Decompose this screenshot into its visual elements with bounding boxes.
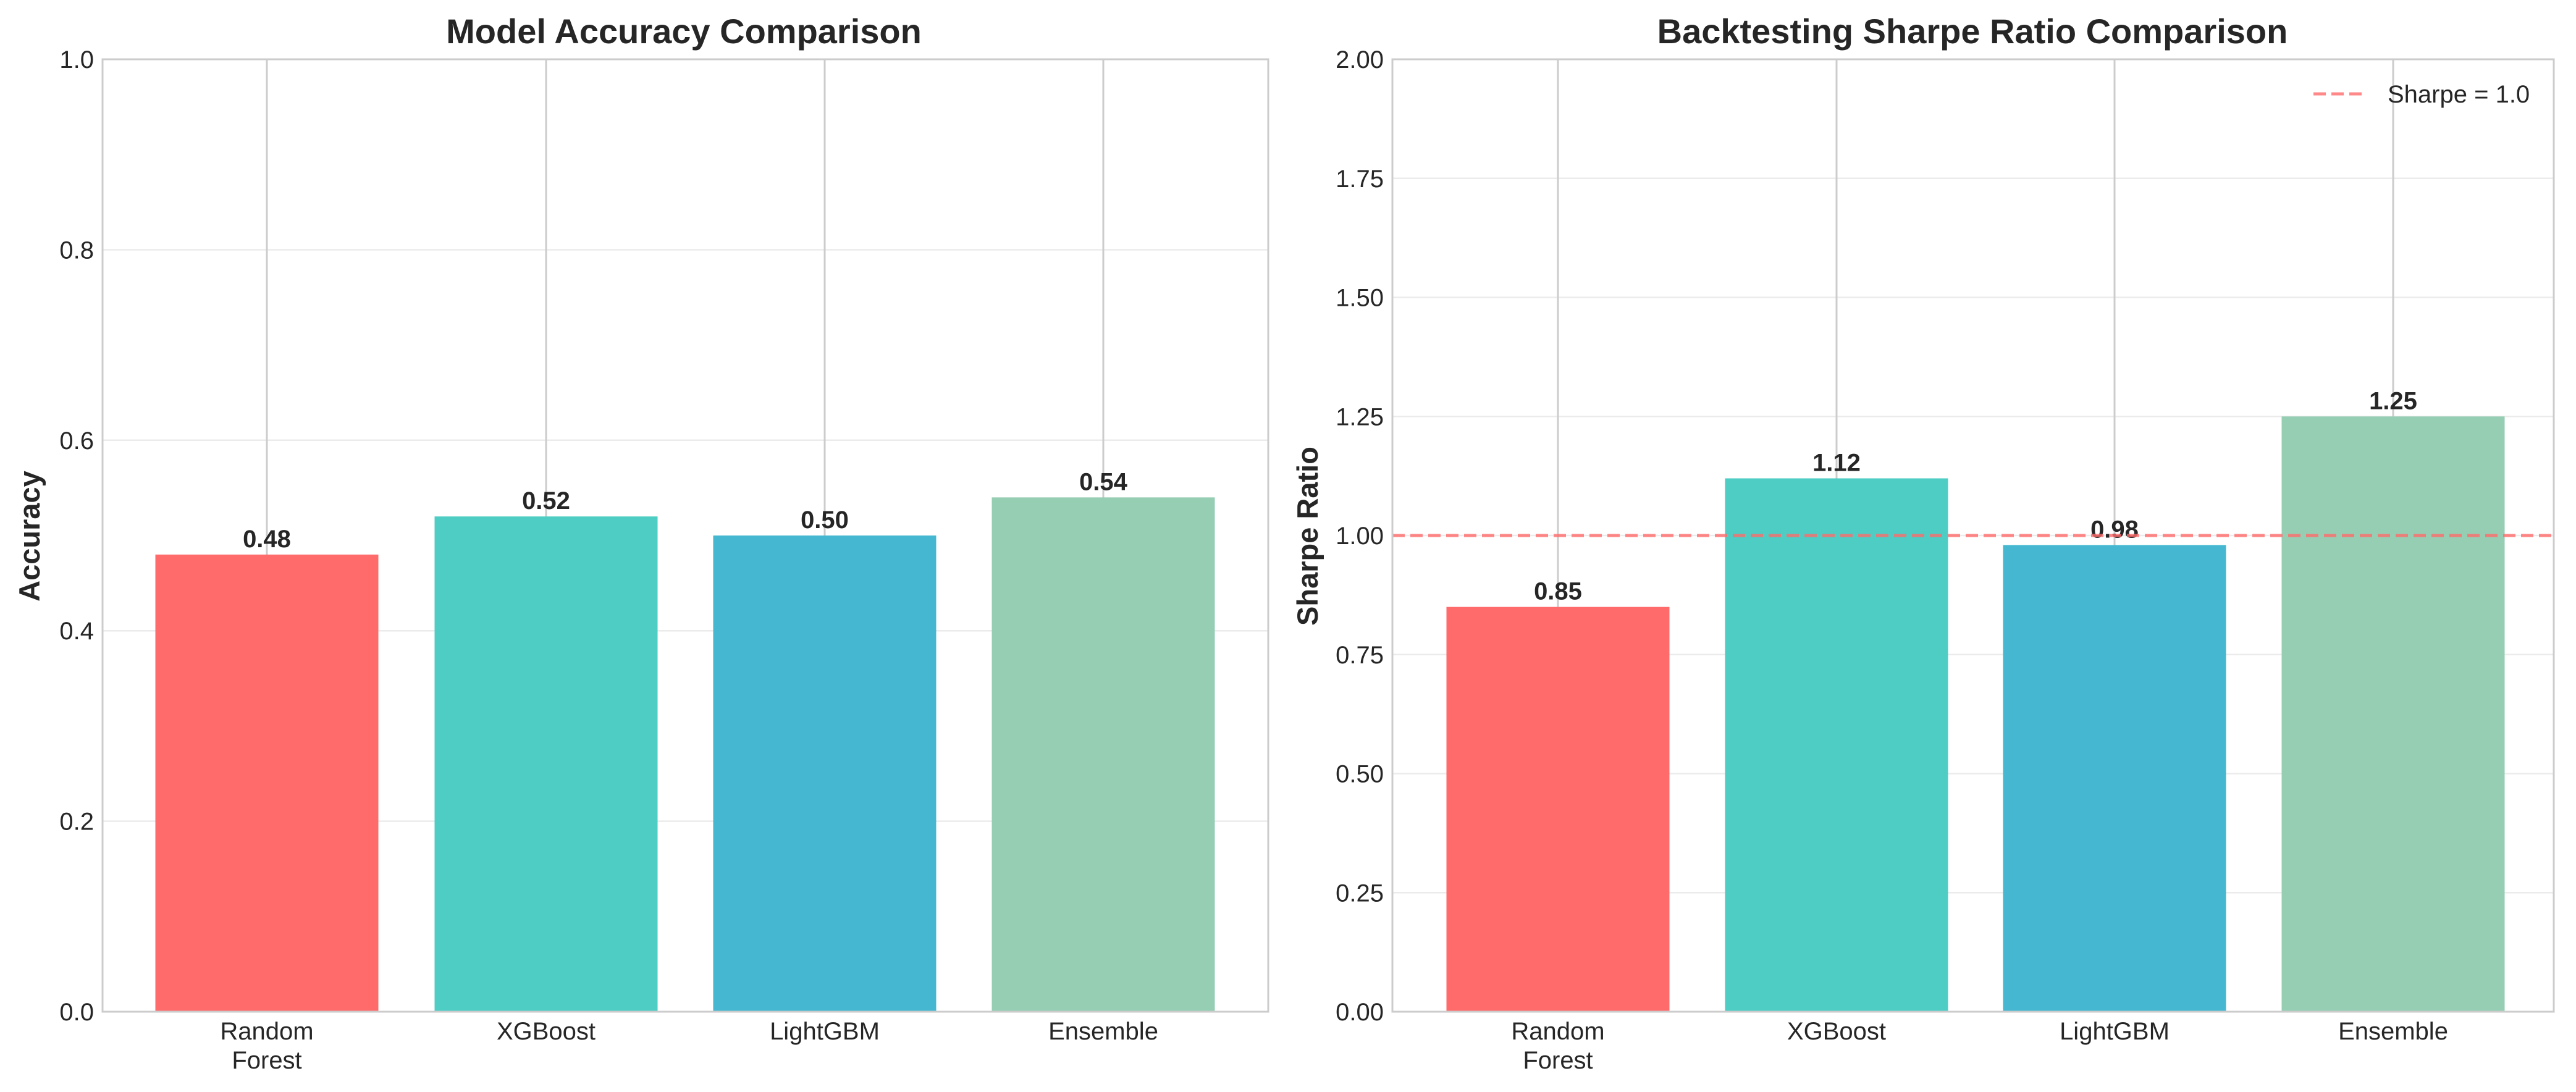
- x-tick-label: LightGBM: [770, 1018, 880, 1045]
- plot-area: 0.85 1.12 0.98 1.25 0.00 0.25 0.50 0.75 1.00 1.25…: [1336, 46, 2555, 1074]
- bar-value-label: 0.98: [2090, 516, 2139, 543]
- x-tick-label: XGBoost: [497, 1018, 596, 1045]
- plot-frame: [1391, 58, 2555, 1013]
- bar: [2003, 545, 2226, 1012]
- y-axis-label: Accuracy: [13, 471, 46, 602]
- sharpe-ratio-chart: 0.85 1.12 0.98 1.25 0.00 0.25 0.50 0.75 1.00 1.25…: [1291, 12, 2555, 1074]
- x-tick-label: Ensemble: [2338, 1018, 2448, 1045]
- y-tick-label: 0.6: [59, 427, 94, 455]
- bar-value-label: 1.25: [2369, 387, 2417, 414]
- bar-value-label: 0.85: [1534, 578, 1582, 605]
- y-tick-label: 1.0: [59, 46, 94, 74]
- y-tick-label: 0.50: [1336, 761, 1384, 788]
- x-tick-label: Ensemble: [1048, 1018, 1158, 1045]
- x-tick-label: Random Forest: [1511, 1018, 1604, 1074]
- y-tick-label: 1.25: [1336, 403, 1384, 430]
- bar-value-label: 0.54: [1079, 468, 1128, 495]
- y-tick-label: 1.50: [1336, 285, 1384, 312]
- chart-title: Backtesting Sharpe Ratio Comparison: [1657, 12, 2288, 51]
- bar-value-label: 1.12: [1812, 449, 1861, 476]
- legend-label: Sharpe = 1.0: [2388, 81, 2530, 108]
- bar-value-label: 0.48: [243, 526, 291, 553]
- y-tick-label: 0.4: [59, 618, 94, 645]
- y-tick-label: 0.25: [1336, 880, 1384, 907]
- bar: [434, 516, 658, 1012]
- y-tick-label: 0.0: [59, 999, 94, 1026]
- accuracy-chart: 0.48 0.52 0.50 0.54 0.0 0.2 0.4 0.6 0.8 1.0 Random…: [13, 12, 1269, 1074]
- legend: Sharpe = 1.0: [2313, 81, 2530, 108]
- bar: [2281, 416, 2505, 1012]
- bar: [713, 536, 937, 1012]
- bar: [155, 554, 379, 1012]
- bar: [1446, 607, 1670, 1012]
- chart-title: Model Accuracy Comparison: [446, 12, 922, 51]
- x-tick-label: XGBoost: [1787, 1018, 1886, 1045]
- y-tick-label: 0.8: [59, 237, 94, 264]
- y-tick-label: 0.00: [1336, 999, 1384, 1026]
- y-axis-label: Sharpe Ratio: [1291, 447, 1324, 626]
- bar-value-label: 0.52: [522, 487, 570, 514]
- plot-frame: [101, 58, 1269, 1013]
- y-tick-label: 0.75: [1336, 642, 1384, 669]
- y-tick-label: 2.00: [1336, 46, 1384, 74]
- y-tick-label: 1.00: [1336, 523, 1384, 550]
- x-tick-label: LightGBM: [2060, 1018, 2170, 1045]
- bar: [1725, 478, 1948, 1012]
- x-tick-label: Random Forest: [220, 1018, 313, 1074]
- y-tick-label: 0.2: [59, 808, 94, 836]
- bar-value-label: 0.50: [801, 506, 849, 534]
- plot-area: 0.48 0.52 0.50 0.54 0.0 0.2 0.4 0.6 0.8 1.0 Random…: [59, 46, 1269, 1074]
- y-tick-label: 1.75: [1336, 166, 1384, 193]
- bar: [991, 497, 1215, 1012]
